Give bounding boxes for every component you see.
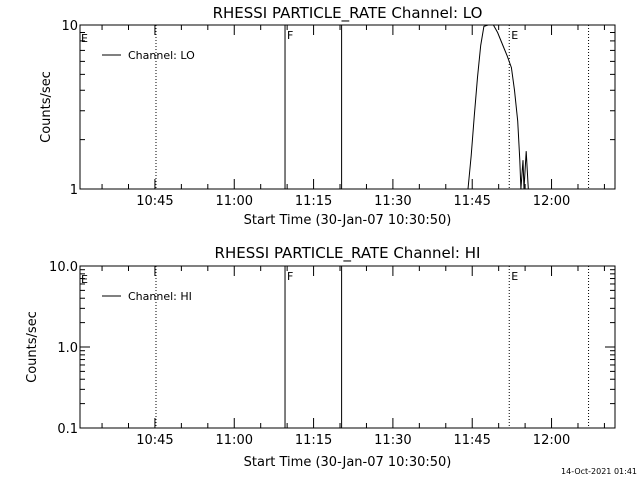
lo-x-axis-label: Start Time (30-Jan-07 10:30:50) <box>244 213 452 228</box>
hi-chart-title: RHESSI PARTICLE_RATE Channel: HI <box>215 244 481 263</box>
plot-timestamp: 14-Oct-2021 01:41 <box>561 467 637 476</box>
lo-edge-flag-e: E <box>81 32 88 45</box>
hi-event-flag-e: E <box>511 270 518 283</box>
lo-event-flag-f: F <box>287 29 293 42</box>
hi-y-tick-label: 1.0 <box>57 341 78 356</box>
lo-y-axis-label: Counts/sec <box>39 71 54 143</box>
hi-y-tick-label: 10.0 <box>49 260 78 275</box>
lo-x-tick-label: 11:15 <box>295 194 332 209</box>
hi-x-tick-label: 10:45 <box>136 433 173 448</box>
lo-channel-panel: RHESSI PARTICLE_RATE Channel: LO 10:45 11:… <box>39 4 616 228</box>
hi-y-axis-label: Counts/sec <box>25 311 40 383</box>
lo-chart-title: RHESSI PARTICLE_RATE Channel: LO <box>213 4 483 23</box>
hi-x-tick-label: 11:45 <box>453 433 490 448</box>
lo-y-tick-label: 1 <box>70 183 78 198</box>
hi-x-tick-label: 11:15 <box>295 433 332 448</box>
hi-y-tick-label: 0.1 <box>57 422 78 437</box>
lo-x-tick-label: 11:00 <box>216 194 253 209</box>
hi-x-tick-label: 11:30 <box>374 433 411 448</box>
lo-x-tick-label: 11:45 <box>453 194 490 209</box>
lo-x-tick-label: 12:00 <box>533 194 570 209</box>
hi-event-flag-f: F <box>287 270 293 283</box>
hi-edge-flag-e: E <box>81 273 88 286</box>
lo-event-flag-e: E <box>511 29 518 42</box>
lo-series-line <box>467 24 529 190</box>
lo-y-tick-label: 10 <box>61 19 78 34</box>
lo-legend-label: Channel: LO <box>128 49 195 62</box>
hi-channel-panel: RHESSI PARTICLE_RATE Channel: HI 10:45 11:… <box>25 244 616 470</box>
hi-legend-label: Channel: HI <box>128 290 192 303</box>
lo-plot-frame <box>79 24 616 190</box>
hi-x-axis-label: Start Time (30-Jan-07 10:30:50) <box>244 455 452 470</box>
lo-x-tick-label: 11:30 <box>374 194 411 209</box>
hi-x-tick-label: 11:00 <box>216 433 253 448</box>
lo-x-tick-label: 10:45 <box>136 194 173 209</box>
hi-x-tick-label: 12:00 <box>533 433 570 448</box>
